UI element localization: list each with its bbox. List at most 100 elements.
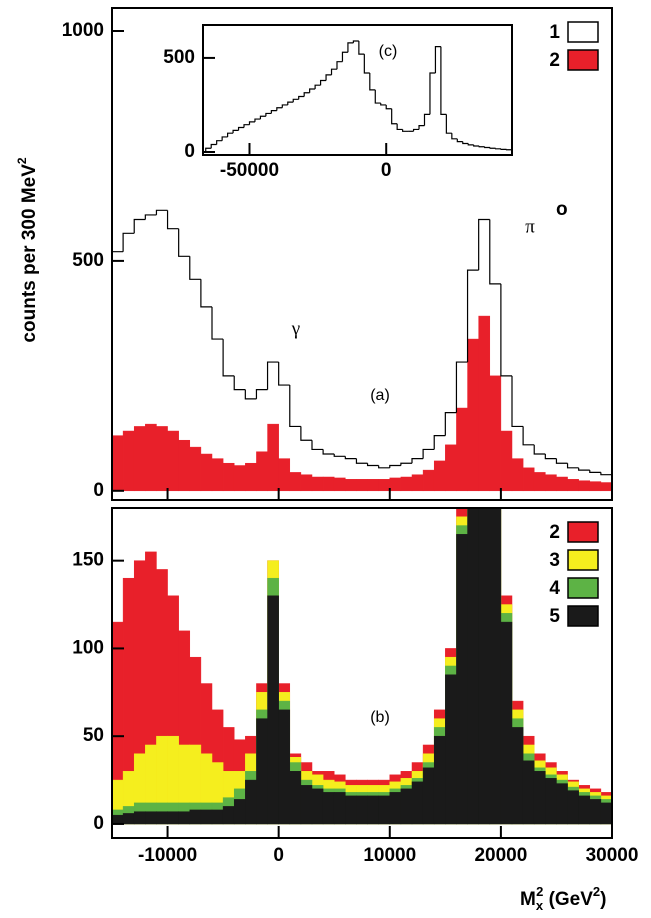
histogram-bar [356, 479, 368, 492]
histogram-bar [345, 795, 357, 825]
histogram-step [254, 118, 261, 122]
histogram-bar [489, 508, 502, 825]
histogram-bar [456, 534, 468, 825]
histogram-step [333, 454, 346, 457]
histogram-step [440, 46, 447, 115]
histogram-bar [478, 508, 491, 825]
histogram-step [433, 435, 446, 450]
inset-background [203, 25, 512, 155]
histogram-step [303, 92, 310, 97]
histogram-step [216, 140, 223, 145]
histogram-bar [422, 469, 435, 492]
histogram-bar [278, 709, 291, 825]
histogram-bar [345, 479, 357, 492]
y-tick-label: 0 [93, 813, 104, 834]
histogram-bar [433, 460, 446, 492]
histogram-step [451, 133, 458, 140]
histogram-step [511, 375, 524, 428]
histogram-step [221, 136, 228, 141]
x-tick-label: -50000 [220, 160, 279, 181]
histogram-step [456, 138, 463, 143]
histogram-bar [500, 430, 513, 492]
histogram-step [144, 214, 157, 220]
x-axis-label: Mx2 (GeV2) [520, 884, 606, 913]
histogram-step [155, 209, 168, 215]
histogram-step [298, 95, 305, 100]
histogram-step [189, 256, 201, 280]
histogram-step [385, 104, 392, 110]
histogram-step [412, 128, 420, 132]
histogram-bar [489, 375, 502, 492]
histogram-step [444, 412, 457, 436]
histogram-step [505, 149, 512, 152]
legend-swatch [567, 577, 599, 599]
histogram-bar [556, 783, 568, 825]
histogram-step [484, 146, 491, 149]
histogram-bar [145, 423, 157, 492]
histogram-step [178, 228, 190, 257]
x-tick-label: 0 [273, 845, 284, 866]
histogram-bar [211, 458, 224, 492]
histogram-bar [378, 795, 391, 825]
y-axis-label-text: counts per 300 MeV [19, 164, 40, 343]
legend-label: 2 [549, 50, 560, 71]
y-axis-label-sup: 2 [15, 157, 29, 164]
histogram-bar [433, 735, 446, 825]
histogram-step [300, 426, 312, 441]
histogram-bar [256, 718, 268, 825]
histogram-bar [278, 458, 291, 492]
histogram-bar [322, 476, 335, 492]
histogram-step [522, 426, 535, 446]
histogram-step [391, 108, 398, 125]
histogram-step [500, 283, 512, 377]
histogram-bar [189, 809, 202, 825]
histogram-bar [522, 760, 535, 825]
plot-area [112, 209, 612, 492]
histogram-bar [133, 426, 146, 492]
histogram-step [544, 454, 557, 460]
histogram-bar [122, 813, 135, 825]
histogram-step [270, 110, 277, 114]
histogram-step [287, 101, 294, 105]
histogram-step [276, 107, 283, 111]
histogram-step [266, 361, 279, 390]
histogram-step [281, 104, 288, 108]
x-axis-label-part: x [536, 898, 544, 913]
histogram-bar [356, 795, 368, 825]
histogram-step [374, 89, 381, 104]
histogram-bar [445, 444, 457, 492]
x-axis-label-part: (GeV [543, 889, 593, 910]
histogram-step [322, 449, 335, 455]
histogram-step [325, 74, 332, 81]
plot-frame [202, 24, 513, 156]
histogram-step [366, 463, 379, 467]
y-tick-label: 0 [93, 480, 104, 501]
histogram-bar [222, 806, 235, 825]
histogram-step [319, 79, 327, 86]
histogram-step [222, 339, 235, 377]
histogram-bar [589, 799, 602, 825]
x-tick-label: 30000 [586, 845, 639, 866]
histogram-step [200, 279, 212, 308]
histogram-step [533, 444, 546, 455]
histogram-bar [122, 430, 135, 492]
histogram-step [122, 232, 135, 252]
histogram-step [344, 456, 357, 460]
x-tick-label: 10000 [363, 845, 416, 866]
histogram-bar [178, 811, 191, 825]
histogram-bar [467, 338, 479, 492]
histogram-step [112, 251, 124, 491]
histogram-step [423, 113, 430, 126]
histogram-bar [245, 462, 257, 492]
histogram-bar [367, 479, 379, 492]
histogram-bar [200, 453, 213, 492]
histogram-step [265, 112, 272, 117]
histogram-step [166, 210, 179, 230]
histogram-bar [400, 476, 413, 492]
histogram-bar [333, 477, 346, 492]
histogram-bar [133, 811, 146, 825]
legend-swatch [567, 549, 599, 571]
histogram-bar [389, 477, 402, 492]
histogram-bar [367, 795, 379, 825]
